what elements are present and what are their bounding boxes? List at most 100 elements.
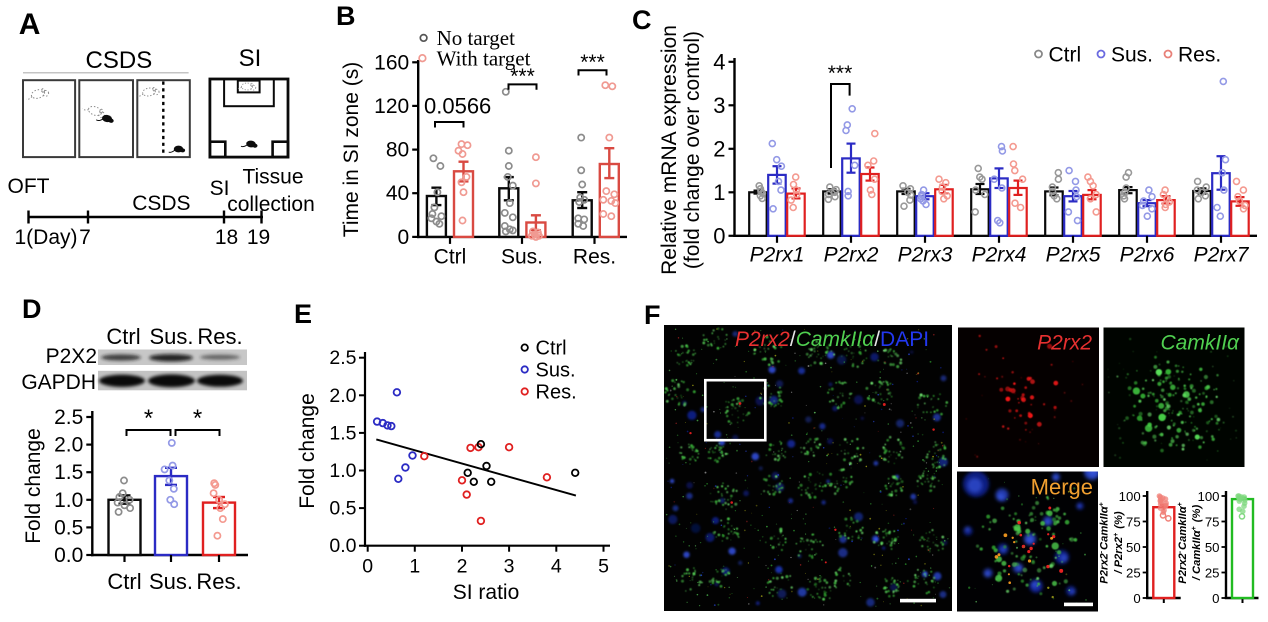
svg-text:3: 3 [713,93,725,118]
svg-text:Fold change: Fold change [296,393,319,509]
svg-text:P2rx2- CamkIIα+: P2rx2- CamkIIα+ [1177,501,1189,583]
svg-text:P2rx2: P2rx2 [824,244,879,267]
svg-text:25: 25 [1205,565,1220,580]
svg-text:SI: SI [210,177,230,200]
svg-text:***: *** [580,51,605,74]
svg-text:*: * [193,405,202,432]
svg-text:*: * [144,405,153,432]
svg-text:E: E [294,299,312,329]
svg-text:Sus.: Sus. [501,246,543,269]
svg-text:Res.: Res. [1178,44,1221,67]
svg-text:/ P2rx2+ (%): / P2rx2+ (%) [1113,511,1125,575]
svg-text:0: 0 [1133,591,1140,606]
svg-text:1: 1 [713,180,725,205]
svg-text:2.0: 2.0 [329,385,356,407]
svg-text:100: 100 [1119,489,1141,504]
svg-text:C: C [632,5,652,35]
svg-text:No target: No target [437,26,516,50]
svg-text:(fold change over control): (fold change over control) [681,31,704,269]
svg-text:4: 4 [551,556,562,578]
svg-text:Fold change: Fold change [22,428,45,544]
svg-text:75: 75 [1126,514,1141,529]
svg-text:Ctrl: Ctrl [536,338,567,360]
svg-text:Time in SI zone (s): Time in SI zone (s) [340,62,363,237]
svg-text:/ CamkIIα+ (%): / CamkIIα+ (%) [1191,505,1203,582]
svg-text:18: 18 [215,226,238,249]
svg-text:1(Day): 1(Day) [15,226,78,249]
svg-text:SI ratio: SI ratio [453,581,520,604]
svg-text:Ctrl: Ctrl [107,569,141,594]
svg-text:P2X2: P2X2 [46,345,97,368]
svg-text:50: 50 [1126,540,1141,555]
svg-text:Merge: Merge [1031,475,1093,500]
svg-text:P2rx6: P2rx6 [1120,244,1175,267]
svg-text:0.0: 0.0 [329,535,356,557]
svg-text:Relative mRNA expression: Relative mRNA expression [658,25,681,275]
svg-text:SI: SI [239,45,262,72]
svg-text:***: *** [828,62,853,85]
svg-text:0: 0 [1212,591,1219,606]
svg-text:1: 1 [409,556,420,578]
svg-text:A: A [19,8,41,41]
svg-text:With target: With target [437,47,531,71]
svg-text:80: 80 [386,139,409,162]
svg-text:P2rx5: P2rx5 [1046,244,1101,267]
svg-text:2: 2 [713,136,725,161]
svg-text:120: 120 [374,95,409,118]
svg-text:***: *** [510,65,535,88]
svg-text:2.5: 2.5 [54,406,83,429]
svg-text:Ctrl: Ctrl [1049,44,1082,67]
svg-text:Tissue: Tissue [242,166,303,189]
svg-text:5: 5 [598,556,609,578]
svg-text:19: 19 [247,226,270,249]
svg-text:Res.: Res. [536,382,577,404]
svg-text:D: D [22,294,42,324]
svg-text:2: 2 [457,556,468,578]
svg-text:0: 0 [398,226,410,249]
svg-text:0.0566: 0.0566 [424,94,491,119]
svg-text:25: 25 [1126,565,1141,580]
svg-text:40: 40 [386,182,409,205]
svg-text:100: 100 [1197,489,1219,504]
svg-text:CSDS: CSDS [132,192,190,215]
svg-text:OFT: OFT [8,175,50,198]
svg-text:0: 0 [713,223,725,248]
svg-text:CSDS: CSDS [86,47,153,74]
svg-text:3: 3 [504,556,515,578]
svg-text:50: 50 [1205,540,1220,555]
svg-text:Ctrl: Ctrl [434,246,467,269]
svg-text:1.0: 1.0 [329,460,356,482]
svg-text:F: F [644,300,661,330]
svg-text:CamkIIα: CamkIIα [1161,332,1241,355]
svg-text:P2rx4: P2rx4 [972,244,1027,267]
svg-text:2.5: 2.5 [329,347,356,369]
svg-text:P2rx2: P2rx2 [1037,332,1092,355]
svg-text:Ctrl: Ctrl [106,324,140,349]
svg-text:Sus.: Sus. [1111,44,1153,67]
svg-text:Sus.: Sus. [149,569,193,594]
svg-text:4: 4 [713,49,725,74]
svg-text:P2rx2- CamkIIα+: P2rx2- CamkIIα+ [1099,501,1111,583]
svg-text:7: 7 [79,226,91,249]
svg-text:0.0: 0.0 [54,544,83,567]
svg-text:GAPDH: GAPDH [21,371,96,394]
svg-text:Sus.: Sus. [536,360,576,382]
svg-text:75: 75 [1205,514,1220,529]
svg-text:P2rx3: P2rx3 [898,244,953,267]
svg-text:2.0: 2.0 [54,434,83,457]
svg-text:Sus.: Sus. [149,324,193,349]
svg-text:Res.: Res. [197,324,242,349]
svg-text:collection: collection [227,193,315,216]
svg-text:0.5: 0.5 [54,516,83,539]
svg-text:P2rx2/CamkIIα/DAPI: P2rx2/CamkIIα/DAPI [735,328,929,351]
svg-text:P2rx1: P2rx1 [750,244,805,267]
svg-text:1.0: 1.0 [54,489,83,512]
svg-text:1.5: 1.5 [329,422,356,444]
svg-text:1.5: 1.5 [54,461,83,484]
svg-text:0.5: 0.5 [329,498,356,520]
svg-text:P2rx7: P2rx7 [1194,244,1250,267]
svg-text:Res.: Res. [196,569,241,594]
svg-text:Res.: Res. [573,246,616,269]
svg-text:160: 160 [374,51,409,74]
svg-text:B: B [336,1,356,31]
